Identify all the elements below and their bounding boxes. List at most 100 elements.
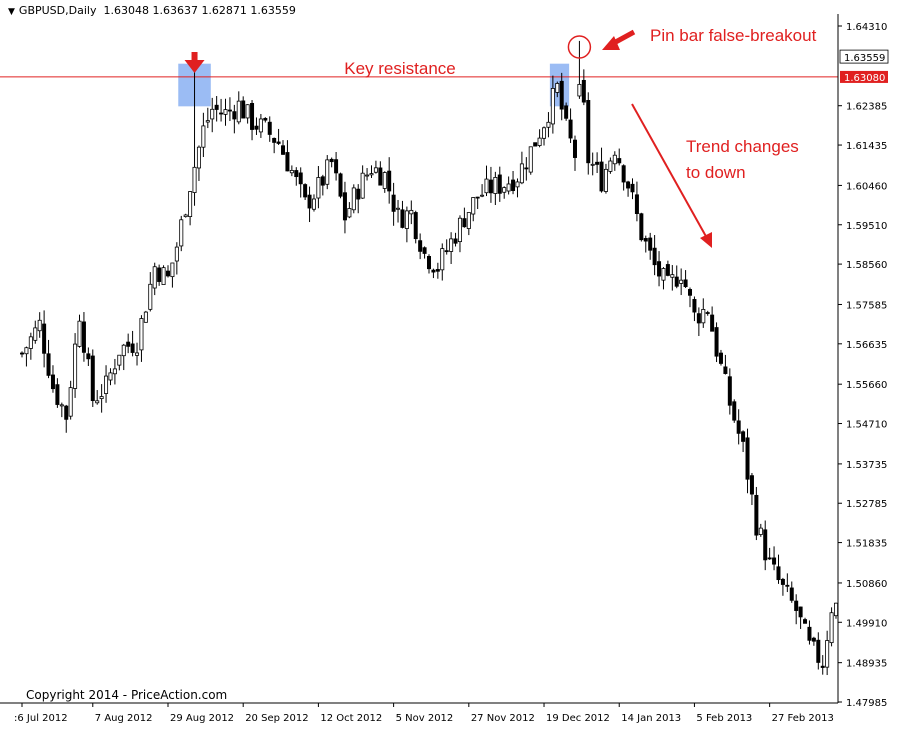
candle [785,573,790,593]
time-tick-label: 27 Nov 2012 [471,713,535,724]
candle-body [617,158,622,164]
candle-body [165,270,170,277]
candle [603,163,608,194]
candle [506,176,511,195]
candle-body [772,557,777,565]
candle-body [572,139,577,158]
candle [825,630,830,676]
candle [387,157,392,204]
candle [776,554,781,584]
price-tick-label: 1.56635 [846,340,887,351]
candle [139,315,144,362]
candle-body [174,246,179,262]
candle [19,351,24,358]
candle [745,428,750,494]
candle [542,126,547,146]
candle [519,151,524,185]
trend-label-line2: to down [686,163,746,182]
candle [73,333,78,398]
candle [334,152,339,181]
candle-body [298,172,303,185]
price-tick-label: 1.59510 [846,221,887,232]
candle-body [139,318,144,351]
candle [661,267,666,290]
candle [351,184,356,214]
candle [126,333,131,354]
candle-body [347,208,352,218]
candle-body [440,248,445,271]
candle [581,69,586,106]
candle [183,213,188,218]
candle [281,140,286,155]
price-tick-label: 1.53735 [846,460,887,471]
candle-body [758,527,763,535]
candle-body [701,309,706,324]
candle [214,96,219,122]
candle [188,191,193,226]
candle [391,182,396,226]
candle-body [449,238,454,252]
candle [710,306,715,332]
candle-body [767,557,772,560]
candle-body [515,181,520,188]
candle [732,399,737,423]
current-price-label: 1.63559 [844,53,885,64]
candle [179,215,184,252]
candle [360,165,365,199]
triangle-down-icon[interactable]: ▼ [8,7,15,17]
time-tick-label: 27 Feb 2013 [772,713,834,724]
candle [701,298,706,328]
candle [546,112,551,138]
candle-body [404,210,409,229]
candle [24,346,29,367]
candle [444,239,449,255]
candle-body [692,299,697,313]
candle-body [661,268,666,281]
candle-body [502,187,507,193]
candle [311,194,316,212]
candle [382,171,387,193]
candle [285,140,290,172]
resistance-price-tag [840,70,888,83]
candle [471,197,476,222]
candle-body [648,237,653,251]
candle [227,97,232,122]
candle [670,265,675,291]
candle-body [480,194,485,197]
candle-body [311,198,316,210]
down-arrow-icon [184,52,205,73]
candle [652,235,657,276]
candle [798,606,803,629]
candle [493,171,498,206]
candles [19,40,839,676]
candle [449,232,454,265]
candle-body [657,261,662,277]
price-tick-label: 1.60460 [846,181,887,192]
candle-body [710,314,715,332]
candle [621,164,626,191]
price-tick-label: 1.47985 [846,698,887,709]
candle [241,96,246,119]
candle [626,180,631,197]
candle-body [550,88,555,125]
candle-body [303,184,308,198]
candle [674,265,679,289]
candle [192,63,197,206]
candle-body [400,209,405,228]
time-tick-label: 5 Feb 2013 [696,713,752,724]
candle-body [559,80,564,110]
candle-body [471,197,476,215]
candle-body [263,118,268,121]
candle-body [789,587,794,601]
candle-body [444,250,449,253]
candle [143,310,148,323]
candle-body [289,170,294,174]
candle [789,581,794,603]
candle-body [42,323,47,354]
candle [568,108,573,143]
candle-body [834,602,839,617]
candle [250,100,255,141]
candle [515,178,520,198]
candle-body [794,600,799,611]
price-tick-label: 1.51835 [846,539,887,550]
